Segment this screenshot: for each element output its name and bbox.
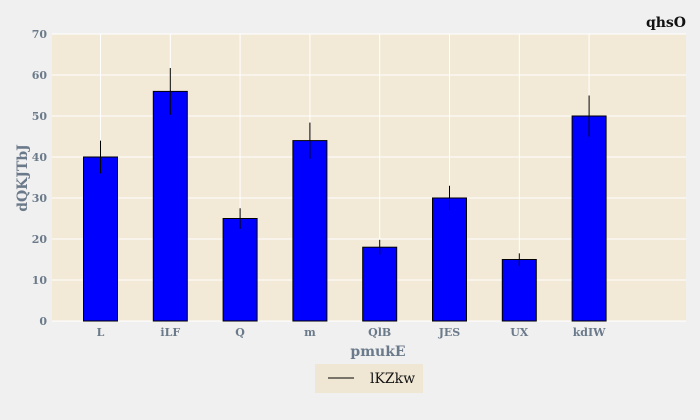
x-tick-label: iLF — [160, 326, 180, 339]
x-tick-label: Q — [235, 326, 245, 339]
y-axis-label: dQKJTbJ — [15, 144, 31, 212]
y-tick-label: 40 — [32, 151, 48, 164]
legend: lKZkw — [315, 364, 423, 393]
x-tick-label: QlB — [368, 326, 391, 339]
bar-7 — [571, 115, 607, 322]
x-tick-label: L — [97, 326, 105, 339]
bar-1 — [152, 90, 188, 322]
bar-3 — [292, 140, 328, 322]
bar-0 — [83, 156, 118, 322]
error-bars — [100, 68, 590, 266]
chart-title: qhsO — [646, 15, 686, 31]
y-tick-label: 70 — [32, 28, 48, 41]
y-tick-label: 10 — [32, 274, 48, 287]
x-tick-label: m — [304, 326, 316, 339]
y-tick-labels: 0 10 20 30 40 50 60 70 — [32, 28, 48, 328]
x-tick-label: JES — [438, 326, 461, 339]
y-tick-label: 60 — [32, 69, 48, 82]
y-tick-label: 0 — [39, 315, 47, 328]
x-tick-label: kdIW — [573, 326, 606, 339]
bar-6 — [501, 259, 537, 322]
bar-2 — [222, 218, 258, 322]
y-tick-label: 50 — [32, 110, 48, 123]
x-tick-label: UX — [510, 326, 529, 339]
y-tick-label: 20 — [32, 233, 48, 246]
x-axis-label: pmukE — [350, 344, 405, 360]
legend-entry: lKZkw — [370, 371, 415, 387]
y-tick-label: 30 — [32, 192, 48, 205]
bar-5 — [432, 197, 467, 322]
bar-4 — [362, 246, 398, 322]
